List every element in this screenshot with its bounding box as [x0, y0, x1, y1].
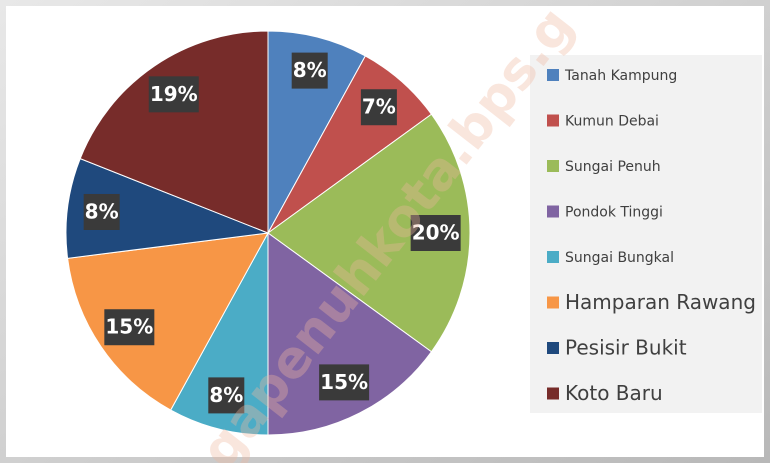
legend-swatch: [547, 296, 559, 309]
value-label: 8%: [85, 199, 119, 223]
value-label: 15%: [320, 370, 368, 394]
legend-swatch: [547, 160, 559, 172]
value-label-box: [83, 193, 120, 230]
pie-slice: [65, 157, 269, 259]
legend-swatch: [547, 342, 559, 354]
pie-slice: [267, 232, 433, 436]
legend-label: Koto Baru: [565, 381, 663, 405]
legend-label: Sungai Penuh: [565, 159, 661, 175]
legend-label: Tanah Kampung: [564, 68, 677, 84]
value-label-box: [148, 76, 199, 113]
legend-swatch: [547, 114, 559, 127]
legend-label: Kumun Debai: [565, 114, 659, 130]
value-label: 15%: [105, 315, 153, 339]
value-labels: 8% 7% 20% 15% 8% 15% 8% 19%: [83, 52, 461, 414]
pie: [65, 30, 471, 436]
legend-label: Pesisir Bukit: [565, 336, 687, 360]
legend-swatch: [547, 251, 559, 263]
value-label: 7%: [362, 95, 396, 119]
legend-swatch: [547, 205, 559, 218]
pie-slice: [267, 113, 471, 353]
legend-label: Pondok Tinggi: [565, 205, 663, 221]
legend-label: Sungai Bungkal: [565, 250, 674, 266]
pie-slice: [79, 30, 269, 234]
value-label-box: [104, 309, 155, 346]
value-label-box: [319, 364, 370, 401]
value-label: 19%: [150, 82, 198, 106]
legend-swatch: [547, 387, 559, 400]
legend: Tanah Kampung Kumun Debai Sungai Penuh Pond…: [547, 68, 756, 405]
legend-label: Hamparan Rawang: [565, 290, 756, 314]
value-label-box: [410, 215, 461, 251]
value-label-box: [291, 52, 328, 89]
value-label-box: [360, 89, 397, 126]
value-label-box: [208, 377, 245, 414]
legend-swatch: [547, 69, 559, 81]
legend-box: [530, 55, 762, 413]
value-label: 20%: [412, 221, 460, 245]
value-label: 8%: [293, 58, 327, 82]
value-label: 8%: [209, 383, 243, 407]
pie-slice: [67, 232, 269, 411]
